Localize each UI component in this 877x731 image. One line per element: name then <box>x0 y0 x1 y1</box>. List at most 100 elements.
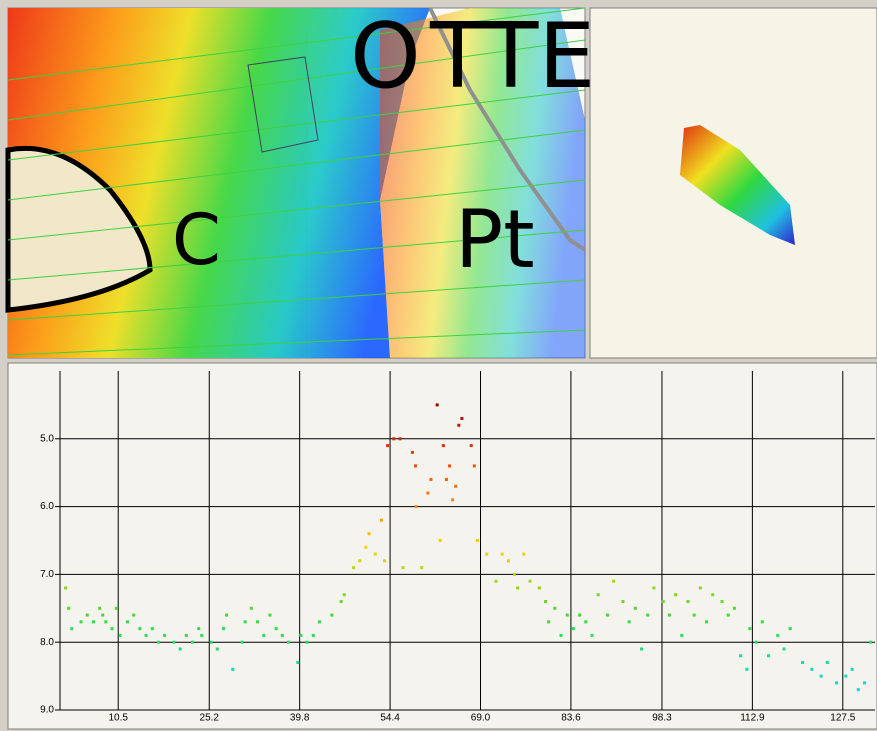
sounding-point <box>475 539 479 542</box>
sounding-point <box>138 627 142 631</box>
depth-chart: 5.0 6.0 7.0 8.0 9.0 10.5 25.2 39.8 54.4 69.0 83.6 9… <box>7 362 877 730</box>
map-label: TTE <box>429 4 595 109</box>
sounding-point <box>398 437 402 441</box>
coast-line <box>428 7 587 252</box>
sounding-point <box>627 620 631 624</box>
sounding-point <box>506 559 510 563</box>
x-tick-label: 112.9 <box>740 713 765 724</box>
sounding-point <box>98 606 102 610</box>
sounding-point <box>646 613 650 617</box>
x-tick-label: 69.0 <box>471 713 491 724</box>
sounding-point <box>652 586 656 590</box>
sounding-point <box>172 640 176 644</box>
sounding-point <box>835 681 839 685</box>
sounding-point <box>856 688 860 692</box>
sounding-point <box>144 633 148 637</box>
sounding-point <box>494 579 498 583</box>
sounding-point <box>667 613 671 617</box>
sounding-point <box>305 640 309 644</box>
sounding-point <box>200 633 204 637</box>
sounding-point <box>553 606 557 610</box>
y-tick-label: 6.0 <box>40 501 54 512</box>
sounding-point <box>339 600 343 604</box>
sounding-point <box>862 681 866 685</box>
sounding-point <box>472 464 476 468</box>
sounding-point <box>215 647 219 651</box>
sounding-point <box>197 627 201 631</box>
sounding-point <box>386 444 390 448</box>
sounding-point <box>240 640 244 644</box>
sounding-point <box>104 620 108 624</box>
sounding-point <box>726 613 730 617</box>
map-labels: O TTE C Pt <box>172 4 595 286</box>
sounding-point <box>776 633 780 637</box>
sounding-point <box>330 613 334 617</box>
sounding-point <box>754 640 758 644</box>
sounding-point <box>364 545 368 549</box>
map-views: O TTE C Pt <box>5 4 877 359</box>
sounding-point <box>674 593 678 597</box>
sounding-point <box>150 627 154 631</box>
sounding-point <box>101 613 105 617</box>
sounding-point <box>745 667 749 671</box>
sounding-point <box>850 667 854 671</box>
y-tick-label: 5.0 <box>40 433 54 444</box>
sounding-point <box>352 566 356 570</box>
x-tick-label: 39.8 <box>290 713 310 724</box>
point-cloud <box>680 125 795 245</box>
sounding-point <box>311 633 315 637</box>
x-tick-label: 54.4 <box>380 713 400 724</box>
sounding-point <box>262 633 266 637</box>
sounding-point <box>801 661 805 665</box>
sounding-point <box>596 593 600 597</box>
sounding-point <box>485 552 489 556</box>
sounding-point <box>221 627 225 631</box>
sounding-point <box>79 620 83 624</box>
sounding-point <box>413 464 417 468</box>
sounding-point <box>760 620 764 624</box>
sounding-point <box>429 477 433 481</box>
map-label: O <box>350 4 421 109</box>
sounding-point <box>438 539 442 542</box>
sounding-point <box>342 593 346 597</box>
sounding-point <box>720 600 724 604</box>
sounding-point <box>633 606 637 610</box>
sounding-point <box>435 403 439 407</box>
sounding-point <box>256 620 260 624</box>
sounding-point <box>605 613 609 617</box>
sounding-point <box>156 640 160 644</box>
sounding-point <box>565 613 569 617</box>
sounding-point <box>528 579 532 583</box>
sounding-point <box>225 613 229 617</box>
survey-lines <box>7 7 586 356</box>
sounding-point <box>383 559 387 563</box>
sounding-point <box>420 566 424 570</box>
sounding-point <box>299 633 303 637</box>
sounding-point <box>126 620 130 624</box>
sounding-point <box>448 464 452 468</box>
sounding-point <box>661 600 665 604</box>
sounding-point <box>184 633 188 637</box>
y-tick-label: 7.0 <box>40 569 54 580</box>
sounding-point <box>91 620 95 624</box>
sounding-point <box>692 613 696 617</box>
sounding-point <box>457 423 461 427</box>
selection-box[interactable] <box>247 56 319 153</box>
sounding-point <box>118 633 122 637</box>
sounding-point <box>280 633 284 637</box>
sounding-point <box>547 620 551 624</box>
sounding-point <box>578 613 582 617</box>
sounding-point <box>559 633 563 637</box>
sounding-point <box>392 437 396 441</box>
sounding-point <box>414 505 418 509</box>
sounding-point <box>274 627 278 631</box>
sounding-point <box>191 640 195 644</box>
sounding-point <box>571 627 575 631</box>
sounding-point <box>373 552 377 556</box>
sounding-point <box>426 491 430 495</box>
sounding-point <box>178 647 182 651</box>
map-label: Pt <box>455 193 535 286</box>
sounding-point <box>788 627 792 631</box>
sounding-point <box>500 552 504 556</box>
